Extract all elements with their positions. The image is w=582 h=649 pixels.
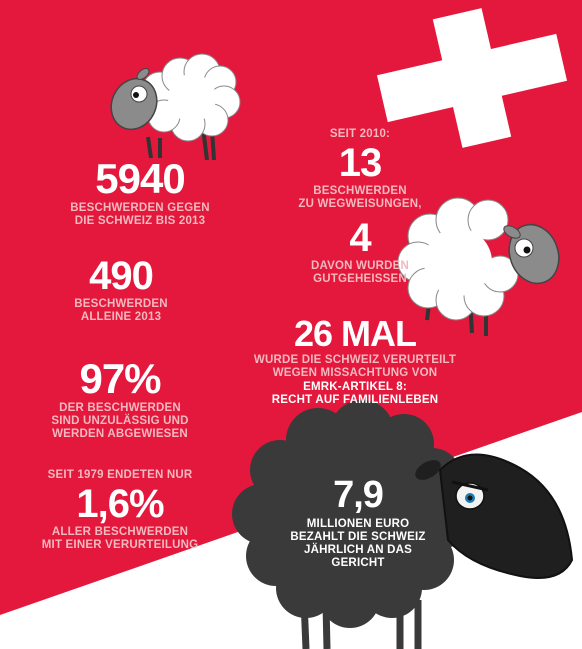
stat-label: bezahlt die Schweiz (290, 531, 426, 543)
stat-complaints-2013: 490 Beschwerden alleine 2013 (40, 256, 202, 324)
stat-label: mit einer Verurteilung (41, 539, 199, 551)
stat-label: zu Wegweisungen, (298, 198, 422, 210)
stat-label: die Schweiz bis 2013 (74, 215, 206, 227)
stat-label: Beschwerden (74, 298, 168, 310)
swiss-cross-icon (376, 8, 568, 148)
stat-label: Seit 1979 endeten nur (47, 469, 193, 481)
stat-number: 1,6% (76, 482, 164, 526)
stat-expulsion-complaints: Seit 2010: 13 Beschwerden zu Wegweisunge… (290, 128, 430, 211)
stat-label: alleine 2013 (80, 311, 162, 323)
stat-court-payment: 7,9 Millionen Euro bezahlt die Schweiz j… (283, 476, 433, 570)
stat-number: 490 (89, 254, 154, 298)
stat-convictions: Seit 1979 endeten nur 1,6% aller Beschwe… (30, 469, 210, 552)
stat-label: Recht auf Familienleben (271, 394, 439, 406)
stat-label: wegen Missachtung von (272, 367, 438, 379)
stat-label: aller Beschwerden (51, 526, 189, 538)
stat-label: davon wurden (310, 260, 410, 272)
stat-complaints-total: 5940 Beschwerden gegen die Schweiz bis 2… (40, 158, 240, 228)
stat-label: wurde die Schweiz verurteilt (253, 354, 457, 366)
stat-label: jährlich an das Gericht (304, 544, 412, 569)
stat-label: Beschwerden (313, 185, 407, 197)
stat-label: gutgeheissen (313, 273, 407, 285)
stat-number: 26 MAL (293, 313, 417, 354)
stat-label: sind unzulässig und (51, 415, 189, 427)
black-sheep-icon (232, 400, 574, 649)
stat-number: 5940 (95, 155, 185, 202)
stat-number: 4 (349, 216, 371, 260)
stat-number: 7,9 (333, 474, 384, 516)
stat-label: Millionen Euro (306, 518, 410, 530)
stat-label: der Beschwerden (59, 402, 181, 414)
stat-violations: 26 MAL wurde die Schweiz verurteilt wege… (250, 316, 460, 407)
stat-label: Seit 2010: (329, 128, 391, 140)
stat-approved: 4 davon wurden gutgeheissen (300, 218, 420, 286)
stat-inadmissible: 97% der Beschwerden sind unzulässig und … (30, 358, 210, 441)
stat-label: Beschwerden gegen (70, 202, 210, 214)
stat-label: werden abgewiesen (52, 428, 188, 440)
white-sheep-icon (110, 53, 241, 161)
stat-number: 97% (79, 355, 161, 402)
stat-label: EMRK-Artikel 8: (303, 381, 407, 393)
stat-number: 13 (338, 141, 383, 185)
white-sheep-icon (397, 197, 560, 336)
